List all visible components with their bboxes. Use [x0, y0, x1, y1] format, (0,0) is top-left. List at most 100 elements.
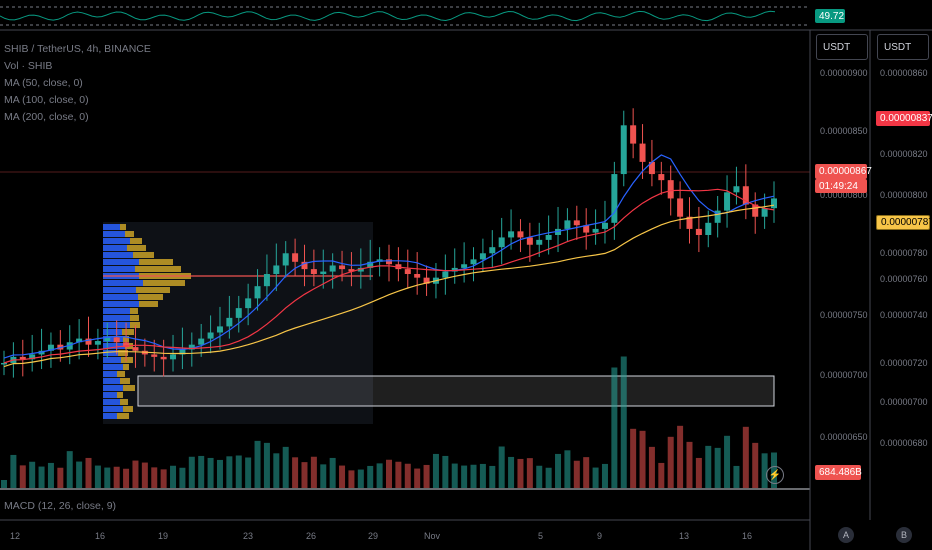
volume-bar [658, 462, 665, 488]
profile-row-sell [138, 294, 163, 300]
volume-bar [667, 436, 674, 488]
volume-bar [123, 468, 130, 488]
candle-body [282, 253, 289, 266]
candle-body [639, 143, 646, 162]
lightning-icon[interactable]: ⚡ [766, 466, 784, 484]
price-tick: 0.00000700 [820, 370, 868, 380]
volume-bar [339, 465, 346, 488]
profile-row-sell [133, 252, 154, 258]
candle-body [573, 220, 580, 226]
volume-bar [423, 464, 430, 488]
candle-body [536, 239, 543, 245]
profile-row-sell [125, 231, 134, 237]
volume-bar [235, 455, 242, 488]
macd-legend[interactable]: MACD (12, 26, close, 9) [4, 500, 117, 512]
profile-row-buy [103, 301, 139, 307]
candle-body [724, 192, 731, 211]
support-zone[interactable] [137, 375, 775, 407]
volume-bar [10, 454, 17, 488]
candle-body [423, 277, 430, 284]
volume-bar [601, 463, 608, 488]
auto-scale-button[interactable]: A [838, 527, 854, 543]
legend-ma50[interactable]: MA (50, close, 0) [4, 77, 83, 89]
volume-bar [432, 453, 439, 488]
volume-value-tag: 684.486B [815, 465, 862, 480]
candle-body [733, 186, 740, 193]
profile-row-sell [123, 406, 133, 412]
volume-bar [508, 456, 515, 488]
candle-body [479, 253, 486, 260]
candle-body [104, 337, 111, 342]
alt-scale-button[interactable]: B [896, 527, 912, 543]
candle-body [207, 332, 214, 339]
legend-volume[interactable]: Vol · SHIB [4, 60, 53, 72]
volume-bar [263, 442, 270, 488]
currency-button[interactable]: USDT [816, 34, 868, 60]
volume-bar [207, 457, 214, 488]
profile-row-buy [103, 308, 130, 314]
candle-body [451, 267, 458, 272]
bar-countdown-tag: 01:49:24 [815, 179, 867, 193]
candle-body [705, 222, 712, 235]
candle-body [226, 317, 233, 327]
candle-body [29, 354, 36, 360]
candle-body [263, 274, 270, 287]
ma100-value-tag: 0.00000837 [876, 111, 932, 126]
profile-row-sell [130, 308, 138, 314]
volume-bar [320, 464, 327, 488]
time-tick: 16 [742, 531, 752, 541]
volume-bar [329, 457, 336, 488]
price-tick-right: 0.00000820 [880, 149, 928, 159]
price-tick: 0.00000800 [820, 190, 868, 200]
volume-bar [1, 480, 7, 488]
profile-row-sell [130, 322, 140, 328]
price-tick-right: 0.00000680 [880, 438, 928, 448]
time-tick: 12 [10, 531, 20, 541]
profile-row-buy [103, 378, 120, 384]
candle-body [301, 261, 308, 270]
rsi-value-tag: 49.72 [815, 9, 845, 23]
volume-bar [132, 460, 139, 488]
candle-body [1, 362, 7, 365]
candle-body [508, 231, 515, 238]
legend-ma200[interactable]: MA (200, close, 0) [4, 111, 89, 123]
currency-button-right[interactable]: USDT [877, 34, 929, 60]
price-tick-right: 0.00000860 [880, 68, 928, 78]
volume-bar [104, 467, 111, 488]
candles [1, 108, 777, 378]
candle-body [339, 265, 346, 270]
volume-bar [386, 459, 392, 488]
profile-row-buy [103, 287, 136, 293]
volume-bar [226, 456, 233, 488]
candle-body [648, 161, 655, 175]
volume-bar [752, 442, 759, 488]
volume-bar [38, 466, 45, 488]
candle-body [94, 341, 101, 345]
candle-body [658, 174, 665, 181]
volume-bar [85, 457, 92, 488]
candle-body [630, 125, 637, 144]
volume-bar [648, 446, 655, 488]
volume-bar [292, 457, 299, 488]
legend-ma100[interactable]: MA (100, close, 0) [4, 94, 89, 106]
candle-body [85, 338, 92, 345]
volume-bar [414, 468, 421, 488]
profile-row-buy [103, 385, 123, 391]
volume-bar [367, 465, 374, 488]
ma200-line [3, 204, 775, 368]
profile-row-sell [117, 392, 123, 398]
profile-row-buy [103, 245, 127, 251]
candle-body [442, 271, 449, 278]
candle-body [470, 259, 477, 265]
candle-body [160, 356, 167, 360]
profile-row-buy [103, 392, 117, 398]
last-price-tag: 0.00000867 [815, 164, 872, 179]
price-tick-right: 0.00000760 [880, 274, 928, 284]
candle-body [367, 261, 374, 268]
time-tick: 29 [368, 531, 378, 541]
profile-row-sell [118, 350, 128, 356]
candle-body [123, 342, 130, 348]
profile-row-buy [103, 343, 125, 349]
legend-symbol[interactable]: SHIB / TetherUS, 4h, BINANCE [4, 43, 151, 55]
